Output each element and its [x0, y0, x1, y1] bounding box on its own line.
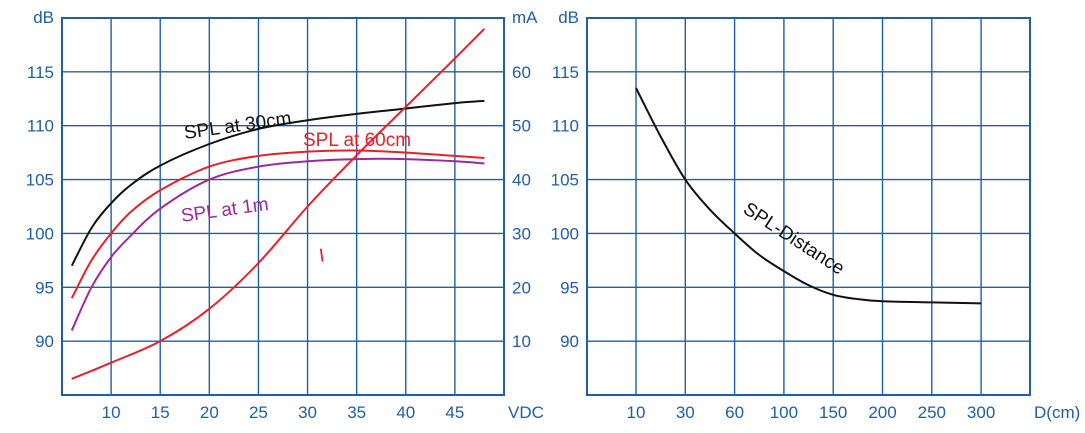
distance-x-tick-100: 100 — [770, 403, 798, 422]
left-x-label: VDC — [508, 403, 544, 422]
distance-x-tick-150: 150 — [819, 403, 847, 422]
distance-x-label: D(cm) — [1034, 403, 1080, 422]
distance-x-tick-30: 30 — [676, 403, 695, 422]
distance-y-unit: dB — [558, 8, 579, 27]
left-x-tick-20: 20 — [200, 403, 219, 422]
left-y-tick-100: 100 — [26, 224, 54, 243]
left-x-tick-35: 35 — [347, 403, 366, 422]
left-x-tick-10: 10 — [102, 403, 121, 422]
left-plot-frame — [61, 17, 505, 396]
distance-x-tick-10: 10 — [627, 403, 646, 422]
right-y-tick-20: 20 — [512, 278, 531, 297]
label-i: I — [318, 245, 326, 267]
distance-y-tick-110: 110 — [552, 117, 579, 136]
distance-x-tick-250: 250 — [918, 403, 946, 422]
left-x-tick-15: 15 — [151, 403, 170, 422]
left-x-tick-30: 30 — [298, 403, 317, 422]
right-y-tick-10: 10 — [512, 332, 531, 351]
distance-x-tick-300: 300 — [967, 403, 995, 422]
left-x-tick-45: 45 — [445, 403, 464, 422]
right-plot-frame — [586, 17, 1031, 396]
right-y-tick-30: 30 — [512, 224, 531, 243]
left-x-tick-40: 40 — [396, 403, 415, 422]
label-spl-at-30cm: SPL at 30cm — [183, 108, 293, 144]
series-spl-at-30cm-line — [70, 99, 485, 267]
label-spl-at-60cm: SPL at 60cm — [303, 130, 411, 151]
series-spl-at-1m-line — [70, 157, 485, 331]
series-i-line — [71, 28, 486, 380]
label-spl-at-1m: SPL at 1m — [180, 194, 270, 227]
distance-y-tick-115: 115 — [552, 63, 579, 82]
right-y-unit: mA — [512, 8, 538, 27]
left-y-tick-115: 115 — [27, 63, 54, 82]
distance-x-tick-60: 60 — [725, 403, 744, 422]
label-spl-distance: SPL-Distance — [739, 199, 848, 280]
left-y-tick-90: 90 — [35, 332, 54, 351]
left-y-tick-110: 110 — [27, 117, 54, 136]
distance-y-tick-95: 95 — [560, 278, 579, 297]
series-spl-distance-line — [635, 87, 982, 305]
left-y-tick-105: 105 — [26, 171, 54, 190]
left-x-tick-25: 25 — [249, 403, 268, 422]
left-y-unit: dB — [33, 8, 54, 27]
distance-y-tick-100: 100 — [551, 224, 579, 243]
right-y-tick-40: 40 — [512, 171, 531, 190]
right-y-tick-60: 60 — [512, 63, 531, 82]
distance-y-tick-105: 105 — [551, 171, 579, 190]
distance-y-tick-90: 90 — [560, 332, 579, 351]
distance-x-tick-200: 200 — [868, 403, 896, 422]
left-y-tick-95: 95 — [35, 278, 54, 297]
right-y-tick-50: 50 — [512, 117, 531, 136]
series-spl-at-60cm-line — [70, 149, 485, 299]
